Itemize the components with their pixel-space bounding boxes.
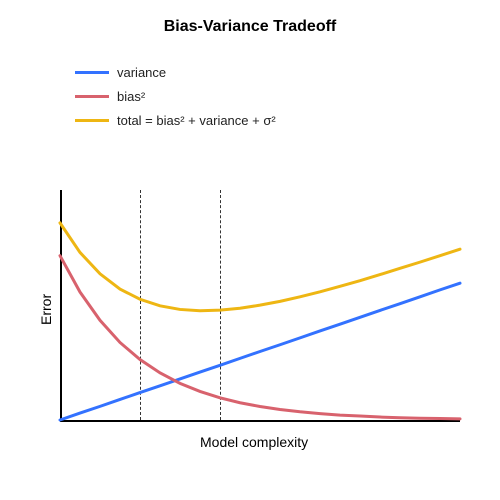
curve-variance xyxy=(60,283,460,420)
legend-label: total = bias² + variance + σ² xyxy=(117,113,276,128)
legend-swatch xyxy=(75,71,109,74)
legend: variance bias² total = bias² + variance … xyxy=(75,60,276,132)
legend-label: bias² xyxy=(117,89,145,104)
vline-1 xyxy=(140,190,141,420)
legend-swatch xyxy=(75,119,109,122)
legend-item-variance: variance xyxy=(75,60,276,84)
y-axis-line xyxy=(60,190,62,420)
legend-item-bias: bias² xyxy=(75,84,276,108)
curve-total xyxy=(60,223,460,311)
curve-bias-squared xyxy=(60,256,460,419)
chart-title: Bias-Variance Tradeoff xyxy=(0,18,500,36)
bias-variance-chart: Bias-Variance Tradeoff variance bias² to… xyxy=(0,0,500,500)
y-axis-label: Error xyxy=(38,294,54,325)
x-axis-line xyxy=(60,420,460,422)
legend-swatch xyxy=(75,95,109,98)
legend-label: variance xyxy=(117,65,166,80)
x-axis-label: Model complexity xyxy=(200,434,308,450)
vline-2 xyxy=(220,190,221,420)
legend-item-total: total = bias² + variance + σ² xyxy=(75,108,276,132)
